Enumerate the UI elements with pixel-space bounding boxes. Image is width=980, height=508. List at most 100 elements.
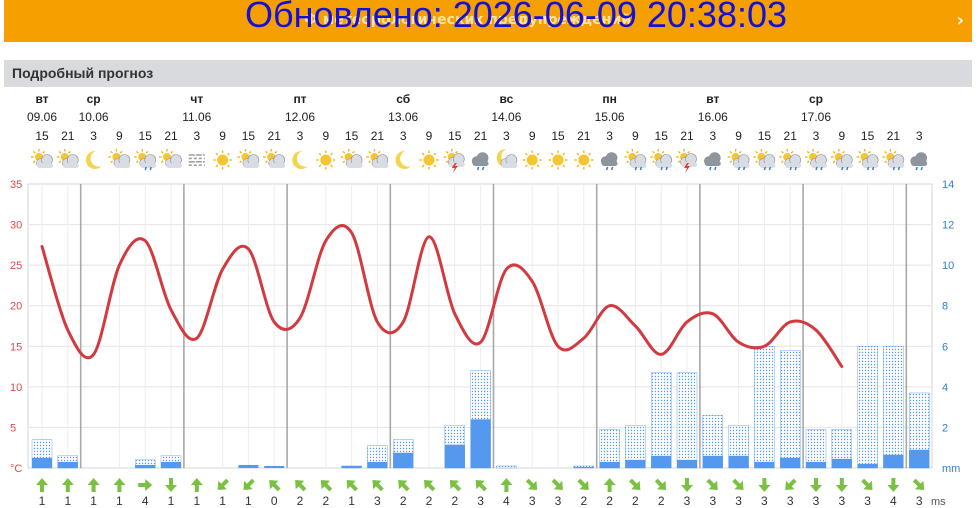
sun-ray (858, 150, 862, 154)
sun-ray (626, 160, 630, 164)
chevron-right-icon[interactable]: › (956, 10, 964, 31)
cloud-base (243, 163, 260, 168)
wind-arrow-icon (603, 478, 616, 492)
arrow-shape (36, 478, 48, 492)
wind-speed: 3 (916, 494, 923, 508)
hour-label: 15 (551, 129, 565, 143)
day-date: 12.06 (285, 110, 315, 124)
sun-ray (562, 164, 566, 168)
wind-arrow-icon (500, 478, 513, 492)
cloud-base (862, 163, 879, 168)
cloud-base (630, 163, 647, 168)
wind-speed: 2 (322, 494, 329, 508)
sun-ray (687, 150, 691, 154)
sun-ray (661, 150, 665, 154)
sun-ray (351, 150, 355, 154)
cloud-base (656, 163, 673, 168)
hour-label: 21 (371, 129, 385, 143)
day-date: 15.06 (595, 110, 625, 124)
hour-label: 9 (322, 129, 329, 143)
sun-ray (884, 150, 888, 154)
right-axis-tick: 8 (942, 301, 948, 313)
wind-arrow-icon (165, 478, 177, 492)
wind-arrow-icon (577, 478, 589, 490)
wind-arrow-icon (36, 478, 48, 492)
wind-speed: 1 (168, 494, 175, 508)
day-of-week: ср (809, 92, 823, 106)
update-banner[interactable]: Ф метеорологических предупреждений Обнов… (4, 0, 972, 42)
sun-ray (562, 152, 566, 156)
precip-bar (470, 419, 491, 468)
raindrop (144, 166, 147, 171)
sun-ray (433, 164, 437, 168)
arrow-shape (295, 480, 307, 492)
arrow-shape (190, 478, 203, 492)
sun-ray (170, 150, 174, 154)
arrow-shape (706, 478, 718, 490)
sun-ray (816, 150, 820, 154)
day-date: 14.06 (491, 110, 521, 124)
hour-label: 9 (838, 129, 845, 143)
precip-bar (831, 458, 852, 468)
raindrop (789, 166, 792, 171)
arrow-shape (861, 478, 873, 490)
precip-bar (32, 457, 52, 468)
sun-icon (316, 150, 336, 170)
sun-ray (536, 164, 540, 168)
sun-ray (536, 152, 540, 156)
sun-ray (677, 160, 681, 164)
wind-speed: 3 (787, 494, 794, 508)
cloud-base (888, 163, 905, 168)
sun-ray (524, 152, 528, 156)
sun-ray (729, 150, 733, 154)
raindrop (897, 166, 901, 171)
sun-ray (265, 150, 268, 154)
section-title: Подробный прогноз (12, 65, 154, 81)
raindrop (605, 166, 609, 171)
arrow-shape (629, 478, 641, 490)
precip-bar (677, 459, 697, 468)
lightning (684, 163, 690, 173)
sun-cloud-rain-icon (779, 149, 802, 171)
raindrop (476, 166, 480, 171)
sun-ray (32, 150, 36, 154)
sun-cloud-icon (237, 149, 260, 168)
cloud-base (140, 163, 157, 168)
cloud-base (114, 163, 131, 168)
sun-ray (330, 164, 334, 168)
arrow-shape (372, 480, 384, 492)
raindrop (920, 166, 923, 171)
wind-arrow-icon (217, 478, 229, 490)
cloud-rain-icon (471, 152, 489, 171)
sun-cloud-rain-icon (830, 149, 853, 171)
sun-ray (377, 150, 381, 154)
raindrop (149, 166, 152, 171)
hour-label: 15 (345, 129, 359, 143)
right-axis-tick: 12 (942, 220, 954, 232)
sun-ray (867, 150, 871, 154)
wind-arrow-icon (785, 478, 797, 490)
precip-bars (31, 346, 930, 469)
sun-cloud-rain-icon (134, 149, 157, 171)
arrow-shape (138, 479, 153, 491)
precip-bar (341, 465, 362, 468)
lightning (451, 163, 458, 173)
wind-speed: 2 (658, 494, 665, 508)
wind-speed: 4 (890, 494, 897, 508)
precip-bar (625, 459, 646, 468)
hour-label: 21 (268, 129, 282, 143)
chart-header: вт 09.06 ср 10.06 чт 11.06 пт 12.06 сб 13.06 вс 14.… (27, 92, 928, 173)
arrow-shape (551, 478, 563, 490)
precip-bar (367, 461, 388, 468)
hour-label: 3 (606, 129, 613, 143)
sun-disc (552, 154, 564, 166)
chart-axes: 35 30 25 20 15 10 5 °C 14 12 10 8 6 4 2 mm (10, 179, 960, 475)
arrow-shape (449, 480, 462, 492)
sun-ray (136, 150, 139, 154)
day-date: 13.06 (388, 110, 418, 124)
wind-arrow-icon (810, 478, 822, 492)
raindrop (742, 166, 746, 171)
wind-speed: 1 (116, 494, 123, 508)
raindrop (768, 166, 772, 171)
right-axis-tick: 14 (942, 179, 954, 191)
